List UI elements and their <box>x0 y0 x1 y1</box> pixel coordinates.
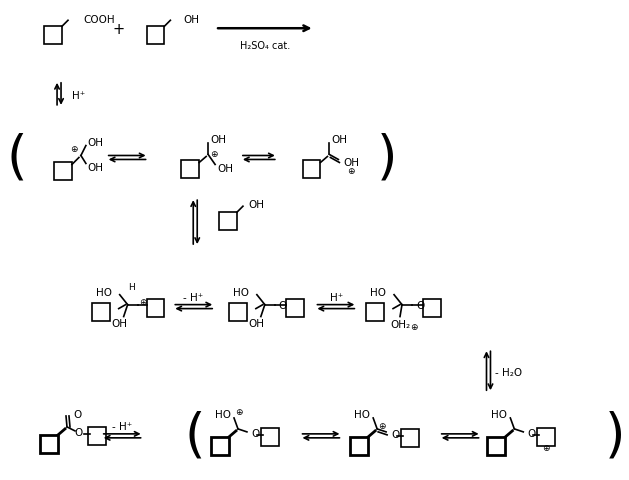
Text: ): ) <box>604 410 625 462</box>
Text: (: ( <box>185 410 206 462</box>
Text: OH: OH <box>343 158 359 168</box>
Text: H⁺: H⁺ <box>330 292 343 302</box>
Text: ): ) <box>377 132 398 184</box>
Text: COOH: COOH <box>83 15 114 25</box>
Text: H⁺: H⁺ <box>72 91 86 101</box>
Text: ⊕: ⊕ <box>379 421 386 431</box>
Text: HO: HO <box>215 409 231 419</box>
Text: HO: HO <box>491 409 508 419</box>
Text: O: O <box>527 428 535 438</box>
Text: ⊕: ⊕ <box>348 167 355 176</box>
Text: H₂SO₄ cat.: H₂SO₄ cat. <box>240 41 290 51</box>
Text: - H⁺: - H⁺ <box>111 421 132 431</box>
Text: OH₂: OH₂ <box>390 319 410 329</box>
Text: - H⁺: - H⁺ <box>183 292 203 302</box>
Text: OH: OH <box>88 163 104 173</box>
Text: OH: OH <box>248 200 264 210</box>
Text: OH: OH <box>183 15 199 25</box>
Text: ⊕: ⊕ <box>139 298 147 307</box>
Text: HO: HO <box>233 287 249 297</box>
Text: OH: OH <box>249 318 265 328</box>
Text: H: H <box>128 283 135 292</box>
Text: - H₂O: - H₂O <box>495 368 522 377</box>
Text: HO: HO <box>370 287 386 297</box>
Text: O: O <box>416 300 424 310</box>
Text: OH: OH <box>217 164 233 174</box>
Text: HO: HO <box>96 287 112 297</box>
Text: ⊕: ⊕ <box>410 323 418 331</box>
Text: ⊕: ⊕ <box>70 145 78 154</box>
Text: O: O <box>75 427 83 437</box>
Text: +: + <box>113 22 125 36</box>
Text: O: O <box>279 300 287 310</box>
Text: OH: OH <box>112 318 128 328</box>
Text: O: O <box>251 428 259 438</box>
Text: OH: OH <box>210 134 226 144</box>
Text: O: O <box>73 409 81 419</box>
Text: ⊕: ⊕ <box>210 150 218 159</box>
Text: ⊕: ⊕ <box>235 407 243 416</box>
Text: HO: HO <box>354 409 370 419</box>
Text: (: ( <box>6 132 26 184</box>
Text: OH: OH <box>331 134 347 144</box>
Text: ⊕: ⊕ <box>542 444 550 452</box>
Text: OH: OH <box>88 137 104 147</box>
Text: O: O <box>391 429 399 439</box>
